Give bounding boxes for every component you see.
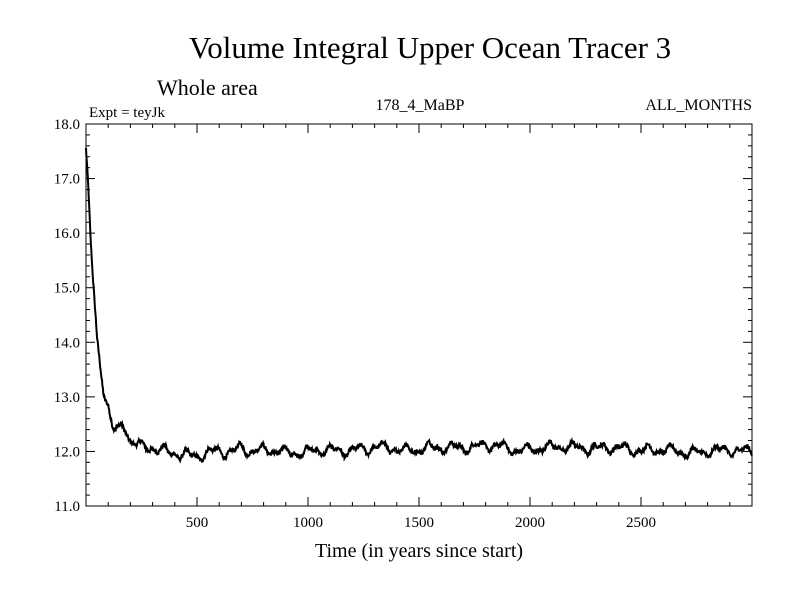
x-tick-label: 1000 [293, 515, 323, 531]
y-tick-label: 16.0 [54, 226, 80, 242]
y-tick-label: 14.0 [54, 335, 80, 351]
x-tick-label: 500 [186, 515, 209, 531]
chart-subtitle: Whole area [157, 75, 258, 100]
y-tick-label: 12.0 [54, 444, 80, 460]
y-tick-label: 13.0 [54, 390, 80, 406]
chart-title: Volume Integral Upper Ocean Tracer 3 [189, 30, 671, 65]
series-line-tracer-3 [85, 147, 753, 464]
y-tick-label: 15.0 [54, 281, 80, 297]
x-axis: 500 1000 1500 2000 2500 [107, 124, 731, 531]
x-tick-label: 1500 [404, 515, 434, 531]
y-tick-label: 11.0 [54, 499, 80, 515]
y-tick-label: 17.0 [54, 172, 80, 188]
x-tick-label: 2000 [515, 515, 545, 531]
y-tick-label: 18.0 [54, 117, 80, 133]
x-axis-label: Time (in years since start) [315, 540, 523, 562]
expt-label: Expt = teyJk [89, 105, 165, 121]
months-label: ALL_MONTHS [645, 97, 752, 114]
run-label: 178_4_MaBP [376, 97, 465, 114]
y-axis: 11.0 12.0 13.0 14.0 15.0 16.0 17.0 18.0 [54, 117, 752, 515]
x-tick-label: 2500 [626, 515, 656, 531]
